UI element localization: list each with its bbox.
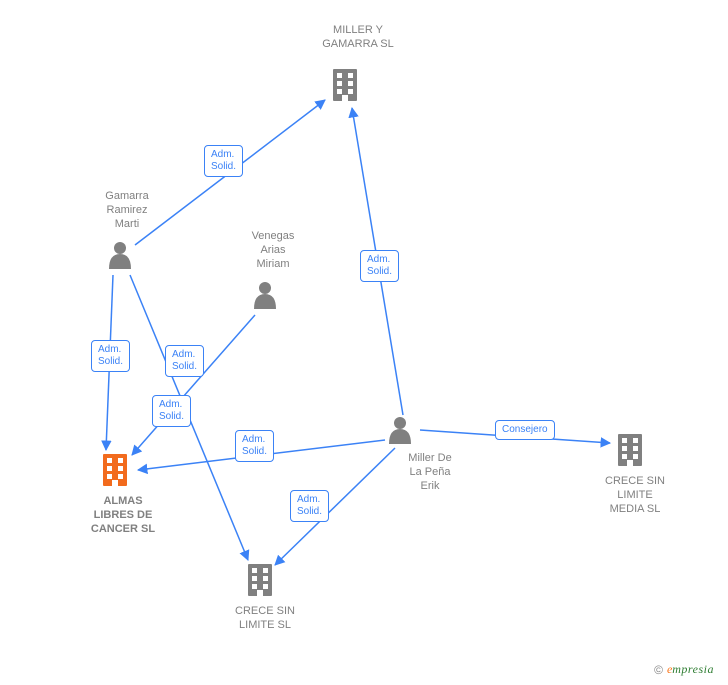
- edge-e2: [106, 275, 113, 450]
- building-icon-crece: [248, 564, 272, 596]
- building-icon-miller_gamarra: [333, 69, 357, 101]
- diagram-canvas: [0, 0, 728, 685]
- building-icon-crece_media: [618, 434, 642, 466]
- copyright-symbol: ©: [654, 663, 663, 677]
- edge-e4: [132, 315, 255, 455]
- edge-e1: [135, 100, 325, 245]
- person-icon-miller_erik: [389, 417, 411, 444]
- edge-e6: [138, 440, 385, 470]
- edge-e5: [352, 108, 403, 415]
- brand-rest: mpresia: [672, 662, 714, 676]
- edge-e8: [420, 430, 610, 443]
- footer-copyright: © empresia: [654, 662, 714, 677]
- edge-e3: [130, 275, 248, 560]
- person-icon-venegas: [254, 282, 276, 309]
- building-icon-almas: [103, 454, 127, 486]
- edge-e7: [275, 448, 395, 565]
- person-icon-gamarra: [109, 242, 131, 269]
